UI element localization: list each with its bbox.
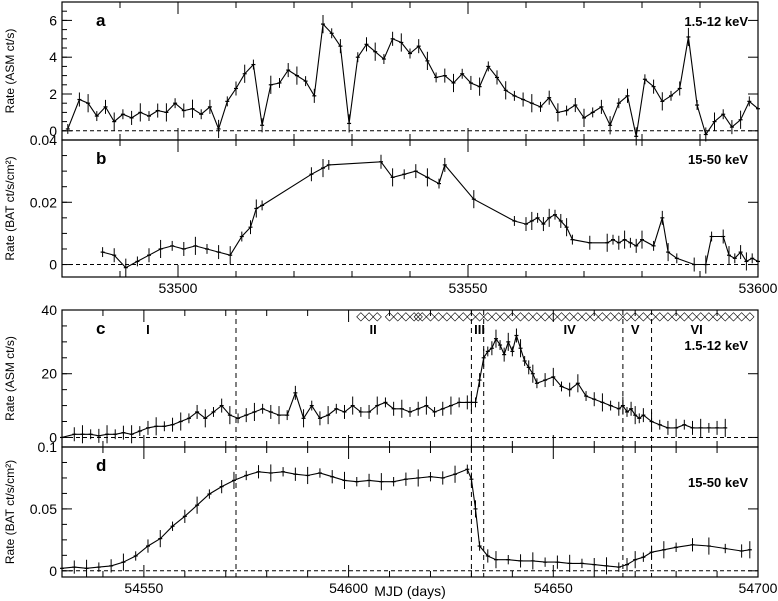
observation-marker: ◇ (475, 309, 485, 323)
x-tick-label: 54550 (124, 580, 163, 596)
plot-frame (61, 446, 759, 578)
y-axis-label: Rate (BAT ct/s/cm²) (3, 156, 17, 260)
observation-marker: ◇ (721, 309, 731, 323)
observation-marker: ◇ (524, 309, 534, 323)
panel-letter: b (96, 149, 106, 168)
observation-marker: ◇ (663, 309, 673, 323)
y-tick-label: 0 (49, 429, 57, 445)
observation-marker: ◇ (565, 309, 575, 323)
y-tick-label: 6 (49, 12, 57, 28)
observation-marker: ◇ (590, 309, 600, 323)
observation-marker: ◇ (414, 309, 424, 323)
state-label: V (631, 322, 640, 337)
y-axis-label: Rate (BAT ct/s/cm²) (3, 460, 17, 564)
observation-marker: ◇ (688, 309, 698, 323)
observation-marker: ◇ (508, 309, 518, 323)
data-line (102, 161, 759, 269)
observation-marker: ◇ (540, 309, 550, 323)
y-axis-label: Rate (ASM ct/s) (3, 29, 17, 114)
state-label: III (474, 322, 485, 337)
observation-marker: ◇ (598, 309, 608, 323)
observation-marker: ◇ (680, 309, 690, 323)
data-line (67, 22, 759, 137)
panel-b: 0 0.02 0.04 53500 53550 53600 Rate (BAT ct/s/c… (3, 132, 778, 296)
x-tick-label: 54650 (534, 580, 573, 596)
x-tick-label: 53600 (739, 280, 778, 296)
x-tick-label: 53500 (159, 280, 198, 296)
state-label: IV (564, 322, 577, 337)
observation-marker: ◇ (737, 309, 747, 323)
y-tick-label: 20 (41, 366, 57, 382)
observation-marker: ◇ (573, 309, 583, 323)
observation-marker: ◇ (532, 309, 542, 323)
observation-marker: ◇ (631, 309, 641, 323)
observation-marker: ◇ (459, 309, 469, 323)
observation-marker: ◇ (745, 309, 755, 323)
observation-marker: ◇ (549, 309, 559, 323)
observation-marker: ◇ (401, 309, 411, 323)
x-tick-label: 54700 (739, 580, 778, 596)
energy-band-label: 1.5-12 keV (684, 14, 748, 29)
x-axis-label: MJD (days) (374, 583, 446, 599)
observation-marker: ◇ (450, 309, 460, 323)
state-label: I (146, 322, 150, 337)
panel-letter: d (96, 456, 106, 475)
y-tick-label: 0.02 (30, 194, 57, 210)
energy-band-label: 15-50 keV (688, 475, 748, 490)
observation-marker: ◇ (483, 309, 493, 323)
observation-marker: ◇ (614, 309, 624, 323)
observation-marker: ◇ (467, 309, 477, 323)
observation-marker: ◇ (364, 309, 374, 323)
observation-marker: ◇ (393, 309, 403, 323)
observation-marker: ◇ (500, 309, 510, 323)
panel-letter: a (96, 11, 106, 30)
y-tick-label: 0.04 (30, 132, 57, 148)
y-tick-label: 0 (49, 123, 57, 139)
energy-band-label: 15-50 keV (688, 152, 748, 167)
energy-band-label: 1.5-12 keV (684, 338, 748, 353)
state-label: II (370, 322, 377, 337)
observation-marker: ◇ (418, 309, 428, 323)
observation-marker: ◇ (647, 309, 657, 323)
y-tick-label: 0 (49, 257, 57, 273)
plot-frame (61, 139, 759, 278)
panel-a: 0 2 4 6 Rate (ASM ct/s) a 1.5-12 keV (3, 1, 760, 146)
observation-marker: ◇ (409, 309, 419, 323)
observation-marker: ◇ (655, 309, 665, 323)
observation-marker: ◇ (434, 309, 444, 323)
observation-marker: ◇ (373, 309, 383, 323)
x-tick-label: 53550 (449, 280, 488, 296)
observation-marker: ◇ (491, 309, 501, 323)
panel-letter: c (96, 319, 105, 338)
data-line (61, 333, 726, 438)
observation-marker: ◇ (712, 309, 722, 323)
observation-marker: ◇ (385, 309, 395, 323)
observation-marker: ◇ (622, 309, 632, 323)
observation-marker: ◇ (557, 309, 567, 323)
data-line (61, 468, 750, 569)
observation-marker: ◇ (639, 309, 649, 323)
y-axis-label: Rate (ASM ct/s) (3, 336, 17, 421)
observation-marker: ◇ (729, 309, 739, 323)
y-tick-label: 4 (49, 49, 57, 65)
x-tick-label: 54600 (329, 580, 368, 596)
y-tick-label: 40 (41, 302, 57, 318)
y-tick-label: 2 (49, 86, 57, 102)
y-tick-label: 0.1 (38, 439, 58, 455)
observation-marker: ◇ (356, 309, 366, 323)
observation-marker: ◇ (704, 309, 714, 323)
y-tick-label: 0 (49, 563, 57, 579)
observation-marker: ◇ (606, 309, 616, 323)
observation-marker: ◇ (672, 309, 682, 323)
observation-marker: ◇ (516, 309, 526, 323)
observation-marker: ◇ (696, 309, 706, 323)
observation-marker: ◇ (442, 309, 452, 323)
observation-marker: ◇ (426, 309, 436, 323)
panel-d: 0 0.05 0.1 54550 54600 54650 54700 Rate (BAT ct… (3, 439, 778, 599)
observation-marker: ◇ (581, 309, 591, 323)
state-label: VI (690, 322, 702, 337)
y-tick-label: 0.05 (30, 501, 57, 517)
